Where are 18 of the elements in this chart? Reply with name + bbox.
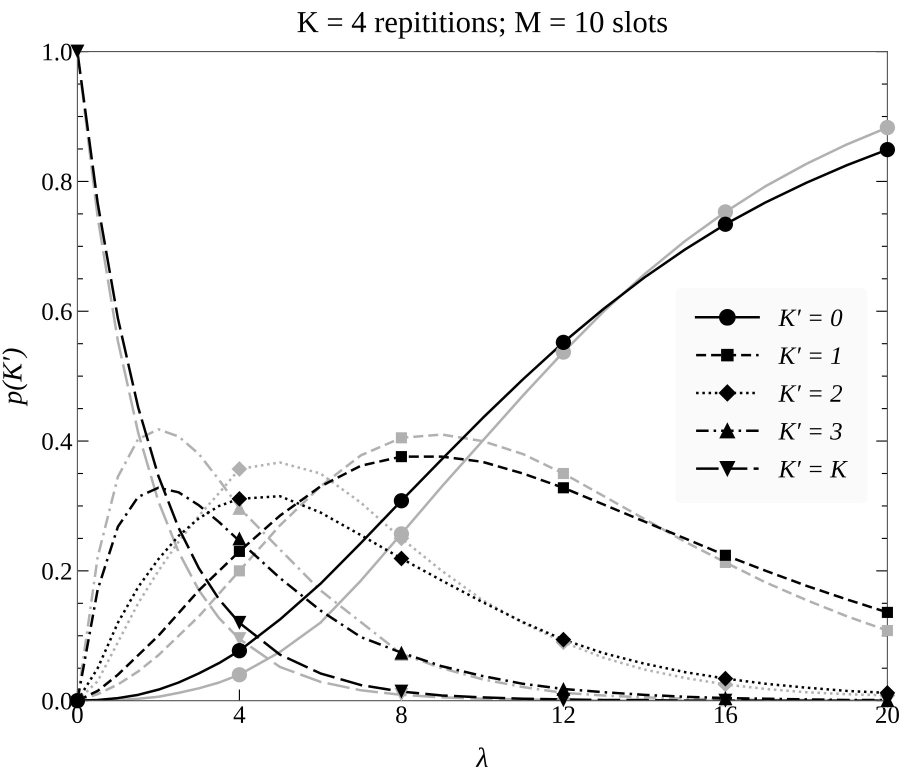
y-axis-title: p(K′)	[2, 348, 28, 406]
x-axis-title: λ	[476, 747, 488, 767]
y-tick-label: 0.6	[42, 303, 72, 320]
legend-label: K′ = 1	[778, 347, 840, 364]
legend-label: K′ = 2	[778, 385, 842, 402]
legend-label: K′ = K	[778, 460, 848, 478]
x-tick-label: 4	[234, 706, 246, 723]
legend-label: K′ = 0	[778, 309, 842, 326]
y-tick-label: 1.0	[43, 44, 72, 61]
chart-title: K = 4 repititions; M = 10 slots	[298, 10, 668, 39]
x-tick-label: 16	[715, 706, 738, 724]
y-tick-label: 0.2	[42, 562, 72, 580]
x-tick-label: 12	[553, 706, 575, 723]
x-tick-label: 20	[876, 706, 899, 724]
x-tick-label: 8	[396, 706, 407, 724]
legend-label: K′ = 3	[778, 422, 842, 440]
y-tick-label: 0.4	[42, 433, 72, 450]
y-tick-label: 0.8	[42, 173, 72, 190]
